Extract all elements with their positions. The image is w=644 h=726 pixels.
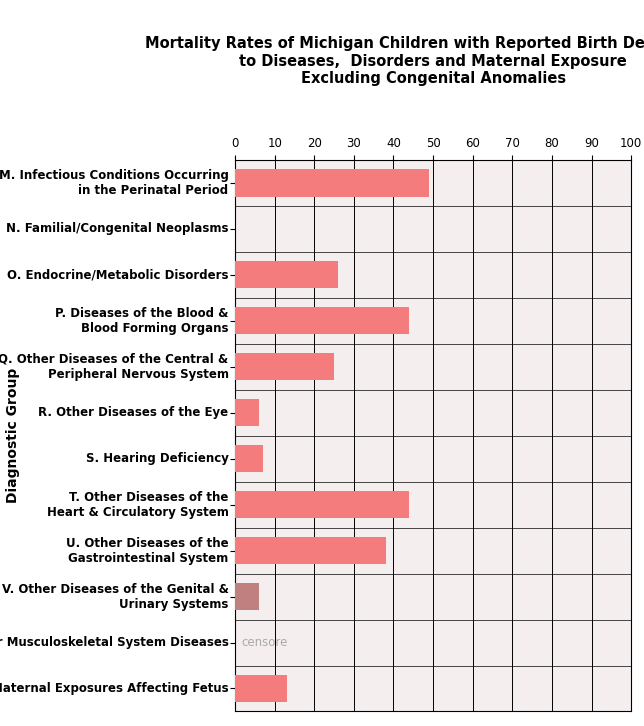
Bar [235,537,386,564]
Bar [235,491,410,518]
Bar [235,674,287,702]
Text: Q. Other Diseases of the Central &
Peripheral Nervous System: Q. Other Diseases of the Central & Perip… [0,353,229,380]
Text: X. Other Musculoskeletal System Diseases: X. Other Musculoskeletal System Diseases [0,636,229,649]
Text: S. Hearing Deficiency: S. Hearing Deficiency [86,452,229,465]
Bar [235,583,259,611]
Text: Y. Maternal Exposures Affecting Fetus: Y. Maternal Exposures Affecting Fetus [0,682,229,695]
Text: Diagnostic Group: Diagnostic Group [6,368,20,503]
Text: T. Other Diseases of the
Heart & Circulatory System: T. Other Diseases of the Heart & Circula… [47,491,229,518]
Text: Mortality Rates of Michigan Children with Reported Birth Defects due
to Diseases: Mortality Rates of Michigan Children wit… [145,36,644,86]
Text: U. Other Diseases of the
Gastrointestinal System: U. Other Diseases of the Gastrointestina… [66,537,229,565]
Text: O. Endocrine/Metabolic Disorders: O. Endocrine/Metabolic Disorders [7,268,229,281]
Text: M. Infectious Conditions Occurring
in the Perinatal Period: M. Infectious Conditions Occurring in th… [0,168,229,197]
Bar [235,307,410,335]
Text: censore: censore [241,636,287,649]
Bar [235,399,259,426]
Bar [235,261,338,288]
Text: P. Diseases of the Blood &
Blood Forming Organs: P. Diseases of the Blood & Blood Forming… [55,306,229,335]
Bar [235,169,429,197]
Text: V. Other Diseases of the Genital &
Urinary Systems: V. Other Diseases of the Genital & Urina… [2,582,229,611]
Text: N. Familial/Congenital Neoplasms: N. Familial/Congenital Neoplasms [6,222,229,235]
Text: R. Other Diseases of the Eye: R. Other Diseases of the Eye [39,406,229,419]
Bar [235,353,334,380]
Bar [235,445,263,473]
